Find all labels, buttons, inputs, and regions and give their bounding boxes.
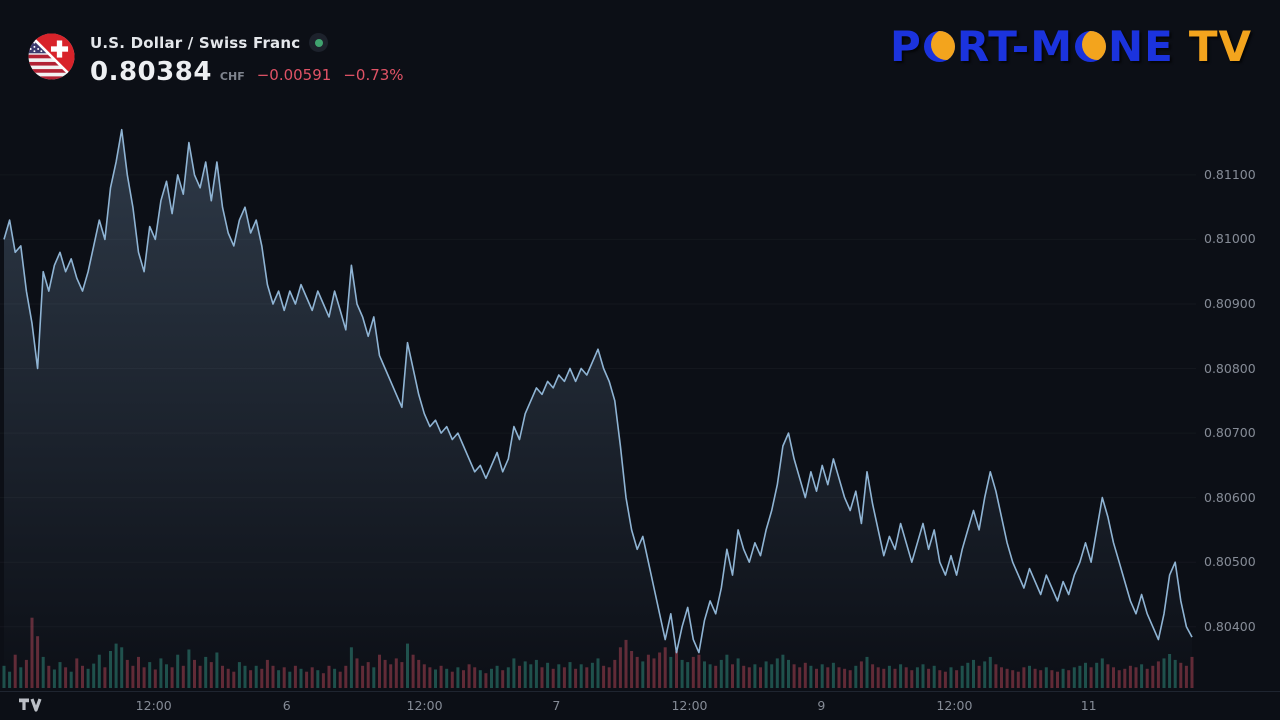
last-price: 0.80384 [90,57,212,87]
symbol-title: U.S. Dollar / Swiss Franc [90,33,301,52]
time-axis-label: 9 [817,698,826,713]
symbol-header: U.S. Dollar / Swiss Franc 0.80384 CHF −0… [28,33,404,87]
logo-text-segment: RT-M [956,22,1073,71]
logo-tv-text: TV [1188,22,1252,71]
price-line [3,128,1193,654]
price-axis-label: 0.80900 [1204,295,1256,311]
market-status-indicator[interactable] [309,33,329,52]
logo-planet-o-icon [923,31,955,62]
time-axis[interactable]: 12:00 6 12:00 7 12:00 9 12:00 11 [0,691,1280,720]
tradingview-logo[interactable] [18,697,46,716]
price-axis-label: 0.80500 [1204,554,1256,570]
port-mone-tv-logo: P RT-M NE TV [890,22,1252,71]
time-axis-label: 11 [1080,698,1097,713]
price-axis-label: 0.80600 [1204,489,1256,505]
area-fill [4,129,1192,690]
time-axis-label: 12:00 [135,698,172,713]
price-axis-label: 0.80700 [1204,425,1256,441]
logo-text-segment: NE [1108,22,1174,71]
price-axis[interactable]: 0.81100 0.81000 0.80900 0.80800 0.80700 0.806… [1196,0,1280,692]
time-axis-label: 7 [552,698,561,713]
price-axis-label: 0.80400 [1204,618,1256,634]
time-axis-label: 12:00 [671,698,708,713]
price-axis-label: 0.81100 [1204,166,1256,182]
time-axis-label: 12:00 [936,698,973,713]
price-change-abs: −0.00591 [256,66,332,84]
usd-chf-flag-icon [28,33,75,80]
time-axis-label: 12:00 [406,698,443,713]
price-axis-label: 0.81000 [1204,231,1256,247]
price-change-pct: −0.73% [343,66,404,84]
time-axis-label: 6 [282,698,291,713]
logo-planet-o-icon [1075,31,1106,62]
logo-text-segment: P [890,22,922,71]
market-open-dot-icon [314,38,323,47]
quote-currency: CHF [219,70,245,83]
price-axis-label: 0.80800 [1204,360,1256,376]
